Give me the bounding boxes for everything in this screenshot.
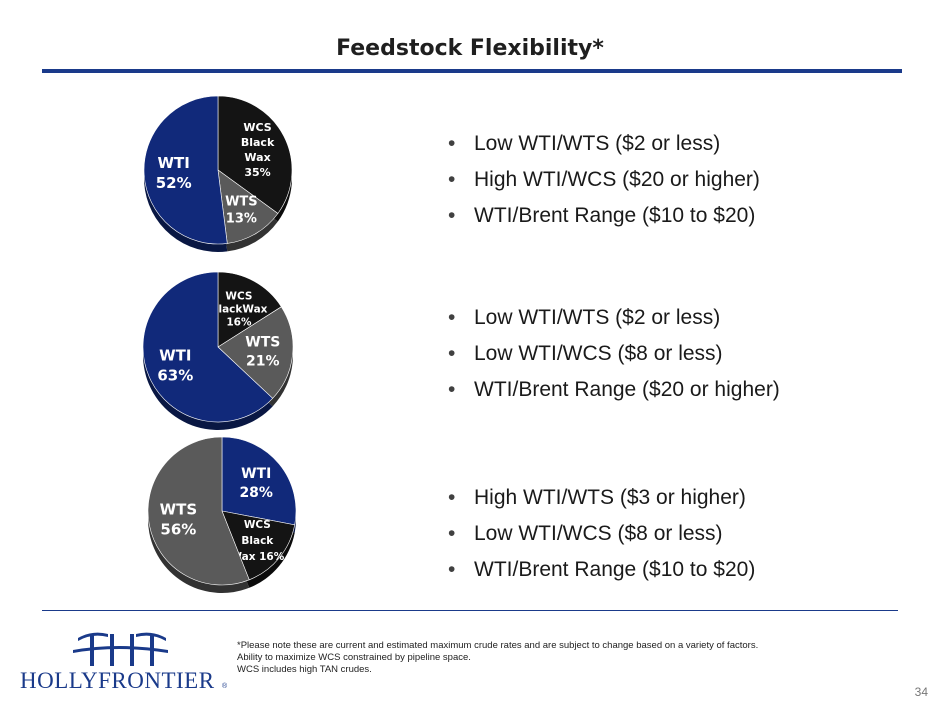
bullet-item: • Low WTI/WCS ($8 or less) bbox=[448, 516, 755, 552]
bullet-group-1: • Low WTI/WTS ($2 or less) • High WTI/WCS … bbox=[448, 126, 760, 234]
pie-slice-label: WTS 56% bbox=[160, 501, 198, 539]
logo-wordmark: HOLLYFRONTIER bbox=[20, 668, 215, 693]
pie-slice-wti bbox=[221, 436, 297, 526]
svg-text:®: ® bbox=[222, 682, 228, 690]
bullet-item: • WTI/Brent Range ($10 to $20) bbox=[448, 198, 760, 234]
bullet-item: • Low WTI/WCS ($8 or less) bbox=[448, 336, 780, 372]
pie-slice-wti bbox=[142, 271, 274, 423]
title-divider bbox=[42, 69, 902, 73]
bullet-item: • WTI/Brent Range ($20 or higher) bbox=[448, 372, 780, 408]
pie-charts: WCS Black Wax 35% WTS 13% WTI 52% WCS BlackWax 16%… bbox=[142, 95, 297, 594]
bullet-group-3: • High WTI/WTS ($3 or higher) • Low WTI/WC… bbox=[448, 480, 755, 588]
pie-slice-label: WCS Black Wax 35% bbox=[241, 121, 275, 179]
bullet-icon: • bbox=[448, 558, 456, 581]
bullet-item: • High WTI/WCS ($20 or higher) bbox=[448, 162, 760, 198]
pie-chart-2: WCS BlackWax 16% WTS 21% WTI 63% bbox=[142, 271, 294, 430]
page-title: Feedstock Flexibility* bbox=[336, 36, 604, 61]
footer-divider bbox=[42, 610, 898, 611]
pie-chart-1: WCS Black Wax 35% WTS 13% WTI 52% bbox=[143, 95, 293, 252]
pie-slice-label: WCS BlackWax 16% bbox=[210, 291, 267, 329]
footnote-line: *Please note these are current and estim… bbox=[237, 640, 759, 651]
pie-slice-wts bbox=[147, 436, 250, 586]
bullet-icon: • bbox=[448, 168, 456, 191]
pie-chart-3: WTI 28% WCS Black Wax 16% WTS 56% bbox=[147, 436, 297, 594]
bullet-icon: • bbox=[448, 378, 456, 401]
page-number: 34 bbox=[914, 685, 928, 699]
pie-slice-label: WTS 21% bbox=[245, 335, 280, 370]
pie-slice-wts bbox=[217, 169, 279, 244]
bullet-group-2: • Low WTI/WTS ($2 or less) • Low WTI/WCS (… bbox=[448, 300, 780, 408]
footnote-line: Ability to maximize WCS constrained by p… bbox=[237, 652, 471, 663]
bullet-item: • High WTI/WTS ($3 or higher) bbox=[448, 480, 755, 516]
pie-slice-label: WTI 28% bbox=[239, 466, 273, 501]
pie-slice-wcs-blackwax bbox=[217, 271, 282, 348]
bullet-icon: • bbox=[448, 342, 456, 365]
bullet-icon: • bbox=[448, 132, 456, 155]
pie-slice-wti bbox=[143, 95, 228, 245]
bullet-item: • Low WTI/WTS ($2 or less) bbox=[448, 300, 780, 336]
bullet-icon: • bbox=[448, 306, 456, 329]
bullet-item: • Low WTI/WTS ($2 or less) bbox=[448, 126, 760, 162]
pie-slice-label: WTI 63% bbox=[157, 347, 193, 385]
bullet-icon: • bbox=[448, 486, 456, 509]
bullet-item: • WTI/Brent Range ($10 to $20) bbox=[448, 552, 755, 588]
pie-slice-label: WTI 52% bbox=[156, 154, 192, 192]
pie-slice-wcs-black-wax bbox=[217, 95, 293, 214]
bullet-icon: • bbox=[448, 522, 456, 545]
pie-slice-wcs-black-wax bbox=[221, 510, 296, 581]
pie-slice-label: WTS 13% bbox=[225, 195, 258, 227]
bullet-icon: • bbox=[448, 204, 456, 227]
pie-slice-wts bbox=[217, 306, 294, 399]
footnote-line: WCS includes high TAN crudes. bbox=[237, 664, 372, 675]
hollyfrontier-logo: HOLLYFRONTIER ® bbox=[20, 632, 228, 693]
pie-slice-label: WCS Black Wax 16% bbox=[230, 519, 284, 563]
footnote: *Please note these are current and estim… bbox=[237, 640, 758, 676]
